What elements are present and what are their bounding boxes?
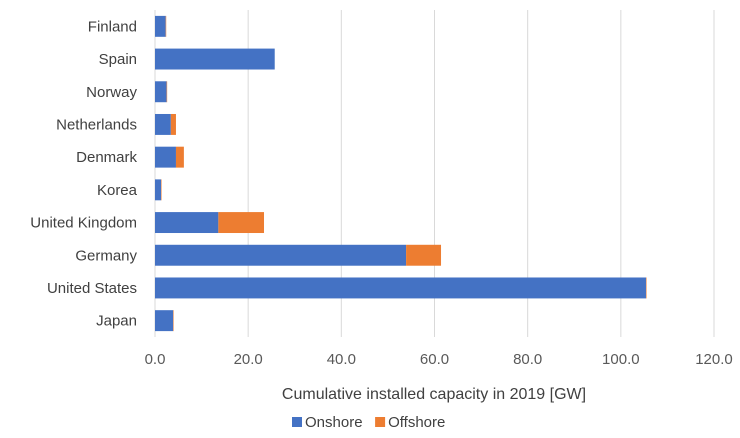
x-tick-label: 100.0 — [602, 351, 640, 368]
bar-onshore-denmark — [155, 146, 176, 168]
category-labels: Finland Spain Norway Netherlands Denmark Kore… — [30, 18, 137, 329]
x-tick-label: 20.0 — [234, 351, 263, 368]
x-axis-title: Cumulative installed capacity in 2019 [G… — [282, 386, 586, 403]
bar-offshore-denmark — [175, 146, 184, 168]
bar-onshore-norway — [155, 81, 167, 103]
legend: Onshore Offshore — [292, 414, 445, 431]
bar-offshore-netherlands — [170, 113, 176, 135]
x-tick-label: 60.0 — [420, 351, 449, 368]
category-label: Finland — [88, 18, 137, 35]
bar-onshore-japan — [155, 310, 174, 332]
bar-offshore-united-kingdom — [218, 212, 265, 234]
x-tick-label: 80.0 — [513, 351, 542, 368]
category-label: Denmark — [76, 149, 137, 166]
bar-offshore-finland — [165, 15, 167, 37]
legend-label-onshore: Onshore — [305, 414, 363, 431]
category-label: Netherlands — [56, 116, 137, 133]
bar-onshore-spain — [155, 48, 275, 70]
bar-onshore-netherlands — [155, 113, 171, 135]
legend-swatch-offshore — [375, 417, 386, 427]
category-label: United Kingdom — [30, 215, 137, 232]
x-tick-labels: 0.0 20.0 40.0 60.0 80.0 100.0 120.0 — [145, 351, 733, 368]
x-tick-label: 40.0 — [327, 351, 356, 368]
bar-offshore-japan — [173, 310, 174, 332]
bar-offshore-korea — [161, 179, 162, 201]
bars — [155, 15, 647, 332]
category-label: Korea — [97, 182, 138, 199]
legend-label-offshore: Offshore — [388, 414, 445, 431]
bar-onshore-finland — [155, 15, 166, 37]
category-label: Japan — [96, 313, 137, 330]
category-label: Germany — [75, 247, 137, 264]
bar-onshore-united-kingdom — [155, 212, 219, 234]
bar-offshore-norway — [166, 81, 168, 103]
bar-offshore-united-states — [645, 277, 647, 299]
bar-onshore-germany — [155, 244, 407, 266]
category-label: Spain — [99, 51, 137, 68]
x-tick-label: 120.0 — [695, 351, 733, 368]
bar-onshore-korea — [155, 179, 162, 201]
category-label: United States — [47, 280, 137, 297]
category-label: Norway — [86, 84, 137, 101]
bar-offshore-germany — [406, 244, 442, 266]
bar-onshore-united-states — [155, 277, 646, 299]
x-tick-label: 0.0 — [145, 351, 166, 368]
legend-swatch-onshore — [292, 417, 302, 427]
